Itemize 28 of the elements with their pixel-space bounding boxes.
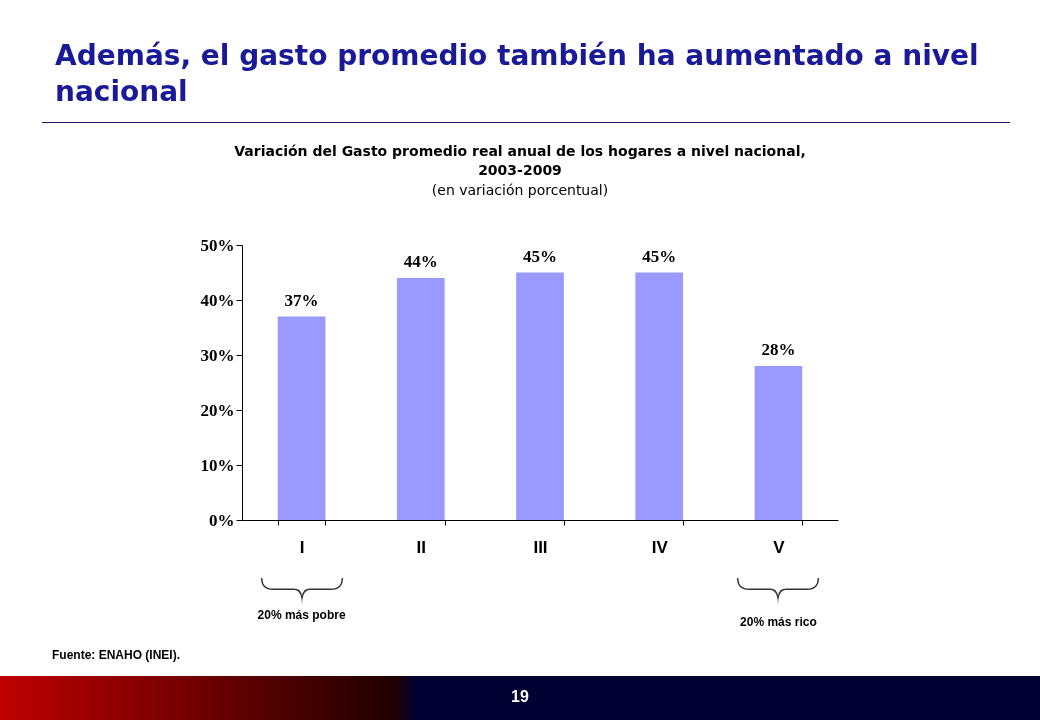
x-tick-label: I — [299, 537, 305, 557]
x-tick-label: V — [773, 537, 786, 557]
bar — [277, 316, 326, 520]
text: 19 — [510, 688, 530, 706]
source-note: Fuente: ENAHO (INEI). — [52, 648, 180, 662]
text: 20% más rico — [739, 615, 818, 629]
y-tick-label: 0% — [209, 510, 235, 530]
data-label: 44% — [403, 252, 438, 271]
bar — [635, 272, 684, 520]
x-tick-label: II — [416, 537, 427, 557]
text: 20% más pobre — [256, 608, 347, 622]
y-tick-label: 40% — [200, 290, 235, 310]
x-tick-label: III — [533, 537, 548, 557]
data-label: 45% — [642, 246, 677, 266]
data-label: 28% — [761, 340, 796, 359]
y-tick-label: 50% — [200, 235, 235, 255]
data-label: 37% — [284, 290, 319, 310]
y-tick-label: 30% — [200, 345, 235, 365]
bar — [516, 272, 564, 520]
chart-title: Además, el gasto promedio también ha aumentado a nivel nacional — [55, 38, 980, 110]
text: (en variación porcentual) — [430, 182, 610, 198]
bar — [754, 366, 803, 520]
y-tick-label: 10% — [200, 455, 235, 475]
y-tick-label: 20% — [200, 400, 235, 420]
chart-subtitle: Variación del Gasto promedio real anual de los hogares a nivel nacional, 2003-2009 — [233, 142, 807, 180]
bar — [396, 278, 445, 520]
data-label: 45% — [523, 246, 557, 266]
x-tick-label: IV — [651, 537, 669, 557]
